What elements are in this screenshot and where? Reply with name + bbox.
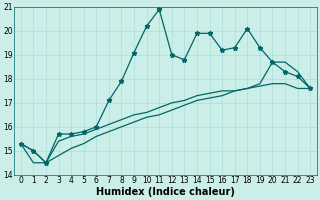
X-axis label: Humidex (Indice chaleur): Humidex (Indice chaleur) — [96, 187, 235, 197]
